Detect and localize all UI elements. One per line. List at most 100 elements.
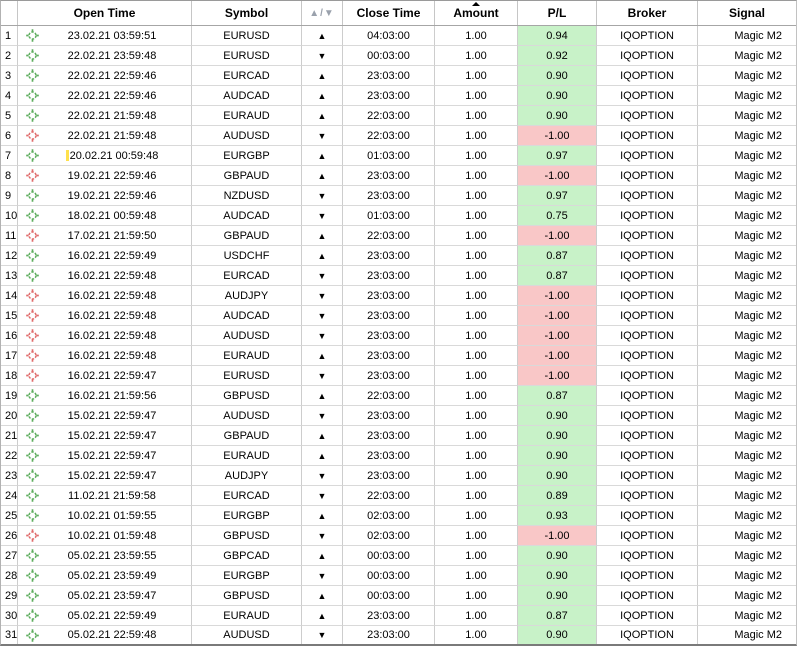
amount-value: 1.00 — [435, 46, 518, 66]
trade-row[interactable]: 19 16.02.21 21:59:56 GBPUSD ▲ 22:03:00 1… — [1, 386, 796, 406]
amount-value: 1.00 — [435, 526, 518, 546]
trade-row[interactable]: 14 16.02.21 22:59:48 AUDJPY ▼ 23:03:00 1… — [1, 286, 796, 306]
close-time-value: 22:03:00 — [343, 486, 435, 506]
column-header-amount[interactable]: Amount — [435, 1, 518, 25]
row-number: 17 — [1, 346, 18, 366]
direction-arrow-icon: ▲ — [302, 26, 343, 46]
column-header-broker[interactable]: Broker — [597, 1, 698, 25]
symbol-value: AUDCAD — [192, 86, 302, 106]
trade-row[interactable]: 12 16.02.21 22:59:49 USDCHF ▲ 23:03:00 1… — [1, 246, 796, 266]
close-time-value: 22:03:00 — [343, 106, 435, 126]
column-header-symbol[interactable]: Symbol — [192, 1, 302, 25]
symbol-value: EURUSD — [192, 26, 302, 46]
signal-value: Magic M2 — [698, 586, 796, 606]
trade-row[interactable]: 1 23.02.21 03:59:51 EURUSD ▲ 04:03:00 1.… — [1, 26, 796, 46]
direction-arrow-icon: ▲ — [302, 246, 343, 266]
trade-row[interactable]: 27 05.02.21 23:59:55 GBPCAD ▲ 00:03:00 1… — [1, 546, 796, 566]
trade-row[interactable]: 9 19.02.21 22:59:46 NZDUSD ▼ 23:03:00 1.… — [1, 186, 796, 206]
direction-arrow-icon: ▲ — [302, 226, 343, 246]
signal-value: Magic M2 — [698, 126, 796, 146]
broker-value: IQOPTION — [597, 126, 698, 146]
broker-value: IQOPTION — [597, 446, 698, 466]
column-header-signal[interactable]: Signal — [698, 1, 796, 25]
amount-value: 1.00 — [435, 446, 518, 466]
broker-value: IQOPTION — [597, 246, 698, 266]
open-time-cell: 23.02.21 03:59:51 — [18, 26, 192, 46]
open-time-cell: 10.02.21 01:59:48 — [18, 526, 192, 546]
trade-row[interactable]: 4 22.02.21 22:59:46 AUDCAD ▲ 23:03:00 1.… — [1, 86, 796, 106]
trade-row[interactable]: 28 05.02.21 23:59:49 EURGBP ▼ 00:03:00 1… — [1, 566, 796, 586]
pl-value: 0.90 — [518, 426, 597, 446]
broker-value: IQOPTION — [597, 26, 698, 46]
close-time-value: 01:03:00 — [343, 146, 435, 166]
signal-value: Magic M2 — [698, 86, 796, 106]
close-time-value: 23:03:00 — [343, 406, 435, 426]
column-header-pl[interactable]: P/L — [518, 1, 597, 25]
broker-value: IQOPTION — [597, 266, 698, 286]
pl-value: 0.94 — [518, 26, 597, 46]
trade-row[interactable]: 23 15.02.21 22:59:47 AUDJPY ▼ 23:03:00 1… — [1, 466, 796, 486]
open-time-cell: 16.02.21 22:59:48 — [18, 266, 192, 286]
pl-value: 0.87 — [518, 386, 597, 406]
symbol-value: EURAUD — [192, 106, 302, 126]
open-time-cell: 22.02.21 21:59:48 — [18, 126, 192, 146]
trade-row[interactable]: 29 05.02.21 23:59:47 GBPUSD ▲ 00:03:00 1… — [1, 586, 796, 606]
trade-row[interactable]: 8 19.02.21 22:59:46 GBPAUD ▲ 23:03:00 1.… — [1, 166, 796, 186]
trade-row[interactable]: 2 22.02.21 23:59:48 EURUSD ▼ 00:03:00 1.… — [1, 46, 796, 66]
trade-row[interactable]: 18 16.02.21 22:59:47 EURUSD ▼ 23:03:00 1… — [1, 366, 796, 386]
amount-value: 1.00 — [435, 206, 518, 226]
open-time-value: 20.02.21 00:59:48 — [39, 149, 191, 162]
symbol-value: GBPAUD — [192, 226, 302, 246]
trade-result-icon — [26, 169, 39, 182]
broker-value: IQOPTION — [597, 46, 698, 66]
row-number: 2 — [1, 46, 18, 66]
trade-row[interactable]: 25 10.02.21 01:59:55 EURGBP ▲ 02:03:00 1… — [1, 506, 796, 526]
direction-arrow-icon: ▼ — [302, 406, 343, 426]
trade-row[interactable]: 10 18.02.21 00:59:48 AUDCAD ▼ 01:03:00 1… — [1, 206, 796, 226]
open-time-value: 05.02.21 22:59:48 — [67, 629, 157, 641]
trade-row[interactable]: 21 15.02.21 22:59:47 GBPAUD ▲ 23:03:00 1… — [1, 426, 796, 446]
symbol-value: AUDUSD — [192, 126, 302, 146]
amount-value: 1.00 — [435, 186, 518, 206]
open-time-value: 16.02.21 22:59:49 — [67, 249, 157, 262]
broker-value: IQOPTION — [597, 526, 698, 546]
row-number: 26 — [1, 526, 18, 546]
trade-row[interactable]: 5 22.02.21 21:59:48 EURAUD ▲ 22:03:00 1.… — [1, 106, 796, 126]
direction-arrow-icon: ▲ — [302, 586, 343, 606]
trade-row[interactable]: 17 16.02.21 22:59:48 EURAUD ▲ 23:03:00 1… — [1, 346, 796, 366]
symbol-value: GBPAUD — [192, 426, 302, 446]
trade-row[interactable]: 6 22.02.21 21:59:48 AUDUSD ▼ 22:03:00 1.… — [1, 126, 796, 146]
signal-value: Magic M2 — [698, 466, 796, 486]
trade-row[interactable]: 20 15.02.21 22:59:47 AUDUSD ▼ 23:03:00 1… — [1, 406, 796, 426]
trade-row[interactable]: 7 20.02.21 00:59:48 EURGBP ▲ 01:03:00 1.… — [1, 146, 796, 166]
open-time-value: 22.02.21 23:59:48 — [67, 49, 157, 62]
trade-row[interactable]: 30 05.02.21 22:59:49 EURAUD ▲ 23:03:00 1… — [1, 606, 796, 626]
signal-value: Magic M2 — [698, 246, 796, 266]
trade-result-icon — [26, 469, 39, 482]
trade-row[interactable]: 31 05.02.21 22:59:48 AUDUSD ▼ 23:03:00 1… — [1, 626, 796, 644]
symbol-value: GBPUSD — [192, 526, 302, 546]
trade-row[interactable]: 13 16.02.21 22:59:48 EURCAD ▼ 23:03:00 1… — [1, 266, 796, 286]
amount-value: 1.00 — [435, 546, 518, 566]
broker-value: IQOPTION — [597, 326, 698, 346]
amount-value: 1.00 — [435, 346, 518, 366]
trade-row[interactable]: 16 16.02.21 22:59:48 AUDUSD ▼ 23:03:00 1… — [1, 326, 796, 346]
trade-row[interactable]: 15 16.02.21 22:59:48 AUDCAD ▼ 23:03:00 1… — [1, 306, 796, 326]
trade-row[interactable]: 11 17.02.21 21:59:50 GBPAUD ▲ 22:03:00 1… — [1, 226, 796, 246]
column-header-direction[interactable]: ▲/▼ — [302, 1, 343, 25]
trade-row[interactable]: 24 11.02.21 21:59:58 EURCAD ▼ 22:03:00 1… — [1, 486, 796, 506]
open-time-value: 23.02.21 03:59:51 — [67, 29, 157, 42]
trade-row[interactable]: 26 10.02.21 01:59:48 GBPUSD ▼ 02:03:00 1… — [1, 526, 796, 546]
open-time-cell: 05.02.21 23:59:47 — [18, 586, 192, 606]
open-time-value: 16.02.21 22:59:48 — [67, 349, 157, 362]
column-header-open-time[interactable]: Open Time — [18, 1, 192, 25]
symbol-value: EURCAD — [192, 266, 302, 286]
column-header-close-time[interactable]: Close Time — [343, 1, 435, 25]
pl-value: 0.87 — [518, 606, 597, 626]
pl-value: 0.90 — [518, 546, 597, 566]
broker-value: IQOPTION — [597, 606, 698, 626]
trade-row[interactable]: 3 22.02.21 22:59:46 EURCAD ▲ 23:03:00 1.… — [1, 66, 796, 86]
trade-result-icon — [26, 209, 39, 222]
trade-row[interactable]: 22 15.02.21 22:59:47 EURAUD ▲ 23:03:00 1… — [1, 446, 796, 466]
open-time-value: 05.02.21 23:59:49 — [67, 569, 157, 582]
